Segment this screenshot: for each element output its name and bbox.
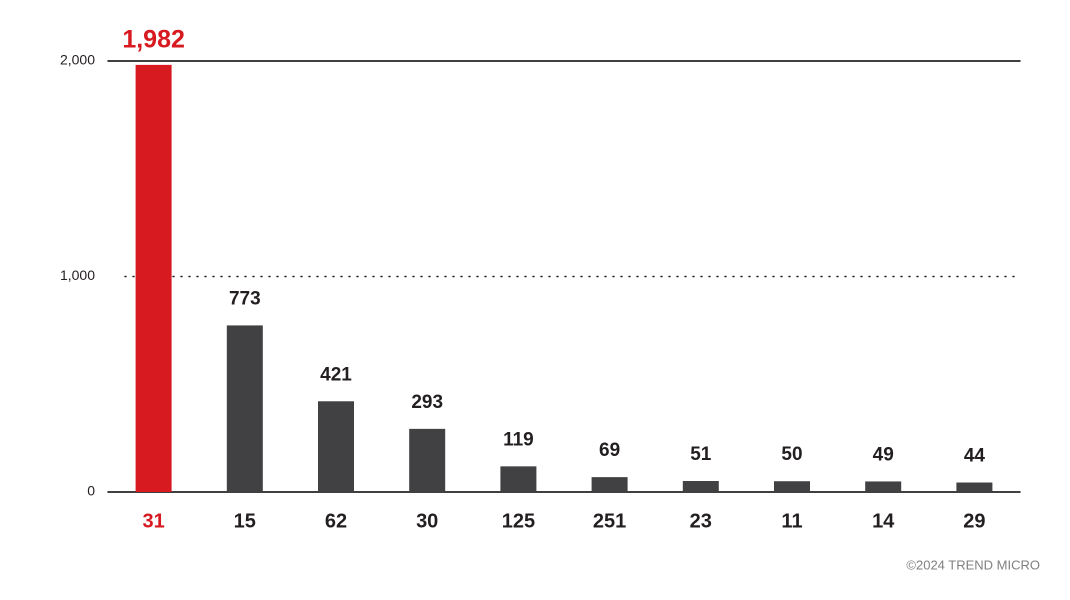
value-label: 50: [781, 444, 802, 465]
bar: [409, 428, 446, 492]
value-label: 119: [503, 429, 534, 450]
y-tick-label: 0: [87, 483, 95, 499]
bar: [682, 481, 719, 492]
bar: [318, 401, 354, 492]
value-label: 421: [320, 364, 352, 385]
credit: ©2024 TREND MICRO: [906, 557, 1040, 572]
bar: [774, 481, 810, 492]
bar: [500, 466, 537, 492]
x-tick-label: 125: [502, 510, 535, 532]
x-tick-label: 62: [325, 510, 347, 532]
x-tick-label: 29: [963, 510, 985, 532]
value-label: 1,982: [122, 25, 185, 53]
x-tick-label: 11: [781, 510, 802, 532]
bar: [591, 477, 628, 492]
x-tick-label: 14: [872, 510, 895, 532]
x-tick-label: 23: [690, 510, 712, 532]
value-label: 773: [229, 288, 261, 309]
x-tick-label: 15: [234, 510, 256, 532]
value-label: 51: [690, 444, 712, 465]
y-tick-label: 1,000: [60, 267, 95, 283]
value-label: 44: [964, 446, 986, 467]
x-tick-label: 30: [416, 510, 438, 532]
value-label: 69: [599, 440, 620, 461]
bar: [865, 481, 902, 492]
value-label: 293: [411, 392, 443, 413]
bar: [956, 482, 993, 492]
value-label: 49: [873, 444, 894, 465]
y-tick-label: 2,000: [60, 52, 95, 68]
x-tick-label: 251: [593, 510, 626, 532]
x-tick-label: 31: [142, 510, 164, 532]
bar: [226, 325, 263, 492]
bar: [135, 64, 172, 492]
